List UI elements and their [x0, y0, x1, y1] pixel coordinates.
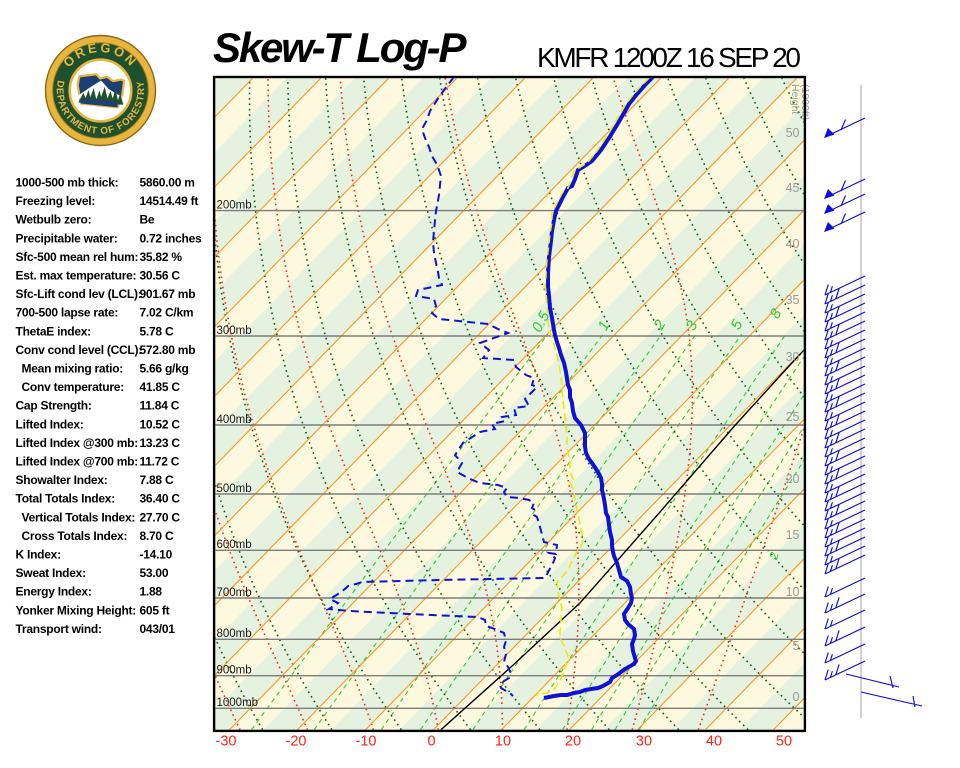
svg-text:5.78 C: 5.78 C: [140, 324, 174, 338]
svg-text:Sfc-Lift cond lev (LCL):: Sfc-Lift cond lev (LCL):: [16, 287, 142, 301]
svg-text:25: 25: [786, 410, 800, 424]
svg-text:7.02 C/km: 7.02 C/km: [140, 306, 194, 320]
svg-text:10: 10: [495, 734, 511, 750]
svg-text:Height: Height: [789, 84, 801, 114]
svg-text:Skew-T Log-P: Skew-T Log-P: [213, 24, 467, 71]
svg-text:Wetbulb zero:: Wetbulb zero:: [16, 213, 92, 227]
svg-text:20: 20: [786, 472, 800, 486]
svg-text:0: 0: [793, 690, 800, 704]
svg-text:40: 40: [706, 734, 722, 750]
svg-text:700mb: 700mb: [217, 587, 252, 599]
svg-text:10.52 C: 10.52 C: [140, 417, 181, 431]
svg-text:27.70 C: 27.70 C: [140, 510, 181, 524]
svg-text:900mb: 900mb: [217, 665, 252, 677]
svg-text:Cross Totals Index:: Cross Totals Index:: [22, 529, 128, 543]
svg-text:35: 35: [786, 293, 800, 307]
svg-text:1.88: 1.88: [140, 585, 163, 599]
svg-text:Sfc-500 mean rel hum:: Sfc-500 mean rel hum:: [16, 250, 139, 264]
svg-text:Yonker Mixing Height:: Yonker Mixing Height:: [16, 603, 137, 617]
svg-text:Sweat Index:: Sweat Index:: [16, 566, 86, 580]
svg-text:5.66 g/kg: 5.66 g/kg: [140, 362, 189, 376]
svg-text:15: 15: [786, 528, 800, 542]
svg-text:14514.49 ft: 14514.49 ft: [140, 194, 199, 208]
svg-text:40: 40: [786, 237, 800, 251]
svg-text:20: 20: [565, 734, 581, 750]
svg-text:Total Totals Index:: Total Totals Index:: [16, 492, 115, 506]
svg-text:Lifted Index @300 mb:: Lifted Index @300 mb:: [16, 436, 138, 450]
svg-text:Mean mixing ratio:: Mean mixing ratio:: [22, 362, 124, 376]
svg-text:36.40 C: 36.40 C: [140, 492, 181, 506]
svg-text:Est. max temperature:: Est. max temperature:: [16, 269, 137, 283]
svg-text:2: 2: [766, 550, 782, 561]
svg-text:500mb: 500mb: [217, 483, 252, 495]
svg-text:600mb: 600mb: [217, 539, 252, 551]
svg-text:043/01: 043/01: [140, 622, 176, 636]
svg-text:11.84 C: 11.84 C: [140, 399, 180, 413]
svg-text:Energy Index:: Energy Index:: [16, 585, 92, 599]
svg-text:5860.00 m: 5860.00 m: [140, 176, 195, 190]
svg-text:Lifted Index:: Lifted Index:: [16, 417, 84, 431]
svg-text:ThetaE index:: ThetaE index:: [16, 324, 91, 338]
svg-text:-14.10: -14.10: [140, 548, 173, 562]
svg-text:0: 0: [427, 734, 435, 750]
svg-text:30: 30: [636, 734, 652, 750]
svg-text:605 ft: 605 ft: [140, 603, 170, 617]
svg-text:1000-500 mb thick:: 1000-500 mb thick:: [16, 176, 119, 190]
svg-text:Lifted Index @700 mb:: Lifted Index @700 mb:: [16, 455, 138, 469]
svg-text:KMFR 1200Z 16 SEP 20: KMFR 1200Z 16 SEP 20: [537, 42, 800, 73]
svg-text:Conv cond level (CCL):: Conv cond level (CCL):: [16, 343, 143, 357]
svg-text:45: 45: [786, 181, 800, 195]
svg-text:Be: Be: [140, 213, 155, 227]
svg-text:K Index:: K Index:: [16, 548, 61, 562]
svg-text:0.72 inches: 0.72 inches: [140, 231, 203, 245]
svg-text:30: 30: [786, 350, 800, 364]
svg-text:-30: -30: [216, 734, 237, 750]
svg-text:53.00: 53.00: [140, 566, 169, 580]
svg-text:Transport wind:: Transport wind:: [16, 622, 102, 636]
svg-text:400mb: 400mb: [217, 414, 252, 426]
svg-text:1000mb: 1000mb: [217, 697, 259, 709]
svg-text:800mb: 800mb: [217, 628, 252, 640]
svg-text:50: 50: [776, 734, 792, 750]
svg-text:35.82 %: 35.82 %: [140, 250, 183, 264]
svg-text:10: 10: [786, 585, 800, 599]
svg-text:41.85 C: 41.85 C: [140, 380, 181, 394]
svg-text:901.67 mb: 901.67 mb: [140, 287, 196, 301]
svg-text:300mb: 300mb: [217, 325, 252, 337]
svg-text:-10: -10: [356, 734, 377, 750]
svg-text:700-500 lapse rate:: 700-500 lapse rate:: [16, 306, 119, 320]
svg-text:Showalter Index:: Showalter Index:: [16, 473, 108, 487]
svg-text:50: 50: [786, 126, 800, 140]
svg-text:13.23 C: 13.23 C: [140, 436, 181, 450]
svg-text:7.88 C: 7.88 C: [140, 473, 174, 487]
svg-text:Cap Strength:: Cap Strength:: [16, 399, 92, 413]
svg-text:11.72 C: 11.72 C: [140, 455, 180, 469]
svg-text:Conv temperature:: Conv temperature:: [22, 380, 124, 394]
svg-text:8.70 C: 8.70 C: [140, 529, 174, 543]
svg-text:Vertical Totals Index:: Vertical Totals Index:: [22, 510, 136, 524]
svg-text:572.80 mb: 572.80 mb: [140, 343, 196, 357]
svg-text:5: 5: [793, 639, 800, 653]
svg-text:200mb: 200mb: [217, 199, 252, 211]
svg-text:-20: -20: [286, 734, 307, 750]
svg-text:Precipitable water:: Precipitable water:: [16, 231, 118, 245]
svg-text:30.56 C: 30.56 C: [140, 269, 181, 283]
svg-text:Freezing level:: Freezing level:: [16, 194, 96, 208]
